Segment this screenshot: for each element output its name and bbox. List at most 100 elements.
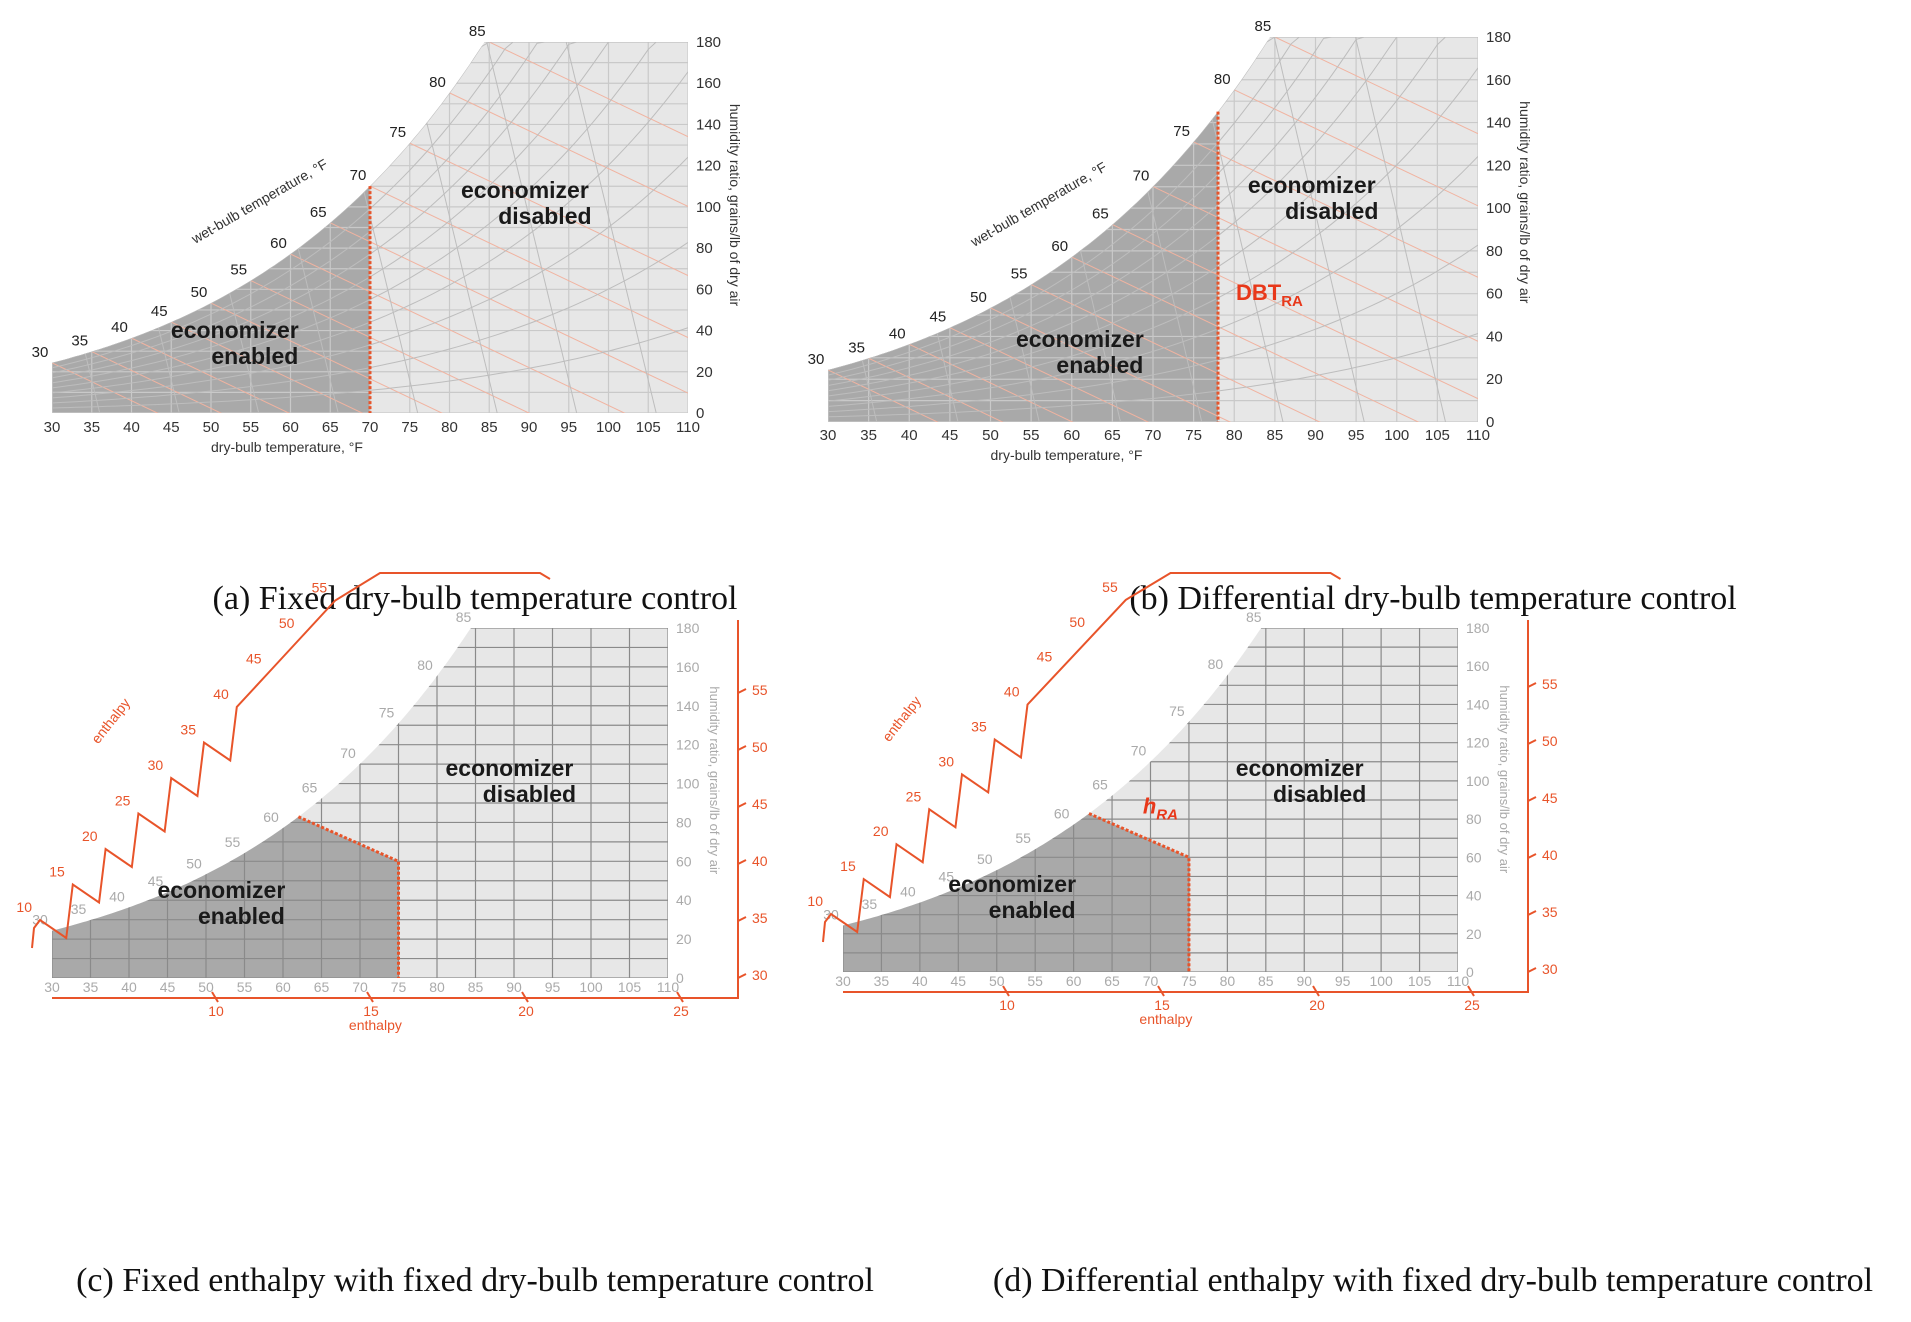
enthalpy-diagonal-tick-label: 15 [49, 864, 65, 880]
wet-bulb-tick-label: 45 [939, 869, 955, 885]
dry-bulb-tick-label: 105 [1408, 973, 1432, 989]
dry-bulb-tick-label: 35 [874, 973, 890, 989]
rh-curve [828, 37, 1478, 386]
dry-bulb-tick-label: 105 [636, 419, 661, 436]
humidity-tick-label: 140 [696, 116, 721, 133]
enthalpy-bottom-tick-label: 20 [518, 1003, 534, 1019]
humidity-tick-label: 100 [696, 199, 721, 216]
humidity-tick-label: 180 [1466, 620, 1490, 636]
wet-bulb-line [828, 369, 1249, 422]
enthalpy-bottom-tick-label: 15 [1154, 997, 1170, 1013]
wet-bulb-tick-label: 40 [109, 888, 125, 904]
wet-bulb-tick-label: 80 [1214, 71, 1231, 88]
dry-bulb-tick-label: 95 [1348, 427, 1365, 444]
dry-bulb-tick-label: 85 [481, 419, 498, 436]
economizer-enabled-label-line2: enabled [211, 343, 298, 369]
dry-bulb-tick-label: 105 [1425, 427, 1450, 444]
wet-bulb-tick-label: 65 [1092, 777, 1108, 793]
dry-bulb-tick-label: 110 [657, 979, 680, 995]
dry-bulb-tick-label: 65 [1104, 973, 1120, 989]
wet-bulb-line [1112, 224, 1478, 422]
dry-bulb-tick-label: 75 [391, 979, 407, 995]
rh-curve [52, 42, 688, 379]
humidity-tick-label: 20 [1486, 371, 1503, 388]
wet-bulb-tick-label: 45 [151, 303, 168, 320]
volume-line [565, 42, 657, 413]
economizer-enabled-label-line1: economizer [171, 317, 299, 343]
wet-bulb-tick-label: 45 [148, 873, 164, 889]
humidity-tick-label: 20 [676, 931, 692, 947]
wet-bulb-tick-label: 60 [270, 235, 287, 252]
enthalpy-right-tick [737, 688, 747, 694]
wet-bulb-tick-label: 80 [1208, 656, 1224, 672]
economizer-disabled-label-line2: disabled [483, 781, 576, 807]
dry-bulb-tick-label: 110 [1466, 427, 1490, 444]
economizer-disabled-label-line2: disabled [498, 203, 591, 229]
humidity-tick-label: 120 [676, 737, 700, 753]
dry-bulb-tick-label: 55 [1023, 427, 1040, 444]
enthalpy-right-tick [737, 973, 747, 979]
wet-bulb-tick-label: 35 [862, 896, 878, 912]
enthalpy-diagonal-scale [31, 572, 551, 949]
humidity-tick-label: 80 [1486, 243, 1503, 260]
enthalpy-diagonal-tick-label: 35 [971, 719, 987, 735]
wet-bulb-tick-label: 65 [310, 204, 327, 221]
enthalpy-right-tick [737, 859, 747, 865]
wet-bulb-tick-label: 30 [808, 351, 825, 368]
enthalpy-bottom-tick [521, 991, 529, 1003]
dry-bulb-tick-label: 85 [1258, 973, 1274, 989]
economizer-enabled-label-line1: economizer [948, 871, 1076, 897]
wet-bulb-tick-label: 35 [71, 333, 88, 350]
wet-bulb-tick-label: 70 [1131, 743, 1147, 759]
volume-line [52, 42, 101, 413]
dry-bulb-tick-label: 65 [1104, 427, 1121, 444]
volume-line [486, 42, 578, 413]
enthalpy-diagonal-tick-label: 40 [213, 686, 229, 702]
enthalpy-diagonal-tick-label: 10 [16, 899, 32, 915]
dry-bulb-tick-label: 35 [83, 419, 100, 436]
enthalpy-bottom-tick [676, 991, 684, 1003]
economizer-disabled-label-line2: disabled [1285, 198, 1378, 224]
dry-bulb-axis-label: dry-bulb temperature, °F [991, 447, 1143, 463]
humidity-tick-label: 60 [1466, 849, 1482, 865]
humidity-tick-label: 60 [1486, 286, 1503, 303]
wet-bulb-line [990, 307, 1411, 422]
dry-bulb-tick-label: 45 [160, 979, 176, 995]
dry-bulb-tick-label: 50 [203, 419, 220, 436]
volume-line [1355, 37, 1446, 422]
wet-bulb-tick-label: 60 [1051, 238, 1068, 255]
caption-c: (c) Fixed enthalpy with fixed dry-bulb t… [76, 1262, 874, 1299]
wet-bulb-tick-label: 40 [111, 319, 128, 336]
enthalpy-diagonal-tick-label: 55 [1102, 579, 1118, 595]
enthalpy-bottom-tick [211, 991, 219, 1003]
wet-bulb-tick-label: 55 [1015, 830, 1031, 846]
wet-bulb-line [1030, 284, 1452, 422]
enthalpy-bottom-label: enthalpy [349, 1017, 402, 1033]
humidity-tick-label: 120 [1466, 735, 1490, 751]
chart-panel-d: 30 35 40 45 50 55 60 65 70 75 80 85 90 95 100 105 110 0 20… [807, 572, 1911, 1322]
wet-bulb-tick-label: 85 [1255, 18, 1272, 35]
wet-bulb-tick-label: 60 [1054, 806, 1070, 822]
dry-bulb-tick-label: 60 [275, 979, 291, 995]
dry-bulb-tick-label: 45 [942, 427, 959, 444]
economizer-disabled-label-line1: economizer [1236, 755, 1364, 781]
dry-bulb-tick-label: 100 [596, 419, 621, 436]
dry-bulb-tick-label: 75 [1185, 427, 1202, 444]
wet-bulb-line [52, 362, 473, 413]
economizer-enabled-label-line1: economizer [1016, 326, 1144, 352]
dry-bulb-tick-label: 90 [521, 419, 538, 436]
dry-bulb-tick-label: 100 [1384, 427, 1409, 444]
wet-bulb-line [1274, 37, 1478, 238]
wet-bulb-line [909, 343, 1330, 422]
economizer-enabled-label-line2: enabled [1056, 352, 1143, 378]
rh-curve [828, 37, 1478, 381]
dry-bulb-tick-label: 100 [1369, 973, 1393, 989]
dry-bulb-tick-label: 30 [44, 979, 60, 995]
wet-bulb-line [449, 92, 688, 294]
volume-line [1273, 37, 1365, 422]
dry-bulb-tick-label: 75 [1181, 973, 1197, 989]
dry-bulb-tick-label: 70 [1145, 427, 1162, 444]
enthalpy-right-tick-label: 35 [752, 910, 768, 926]
enthalpy-bottom-tick-label: 15 [363, 1003, 379, 1019]
